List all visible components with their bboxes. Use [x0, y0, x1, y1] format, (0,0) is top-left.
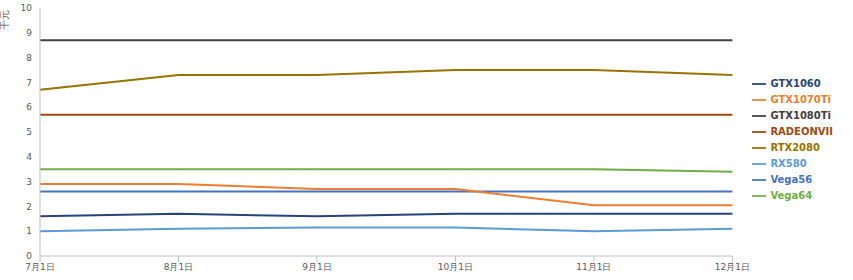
svg-text:千元: 千元 — [8, 10, 10, 30]
svg-text:11月1日: 11月1日 — [576, 262, 611, 272]
html-text:RTX2080: RTX2080 — [770, 142, 820, 153]
svg-text:5: 5 — [26, 127, 32, 137]
svg-text:9: 9 — [26, 28, 32, 38]
html-text:Vega64: Vega64 — [770, 190, 813, 201]
svg-text:7月1日: 7月1日 — [25, 262, 54, 272]
html-text:RADEONVII: RADEONVII — [770, 126, 833, 137]
html-text:GTX1070Ti: GTX1070Ti — [770, 94, 831, 105]
html-text:RX580: RX580 — [770, 158, 807, 169]
svg-text:2: 2 — [26, 202, 32, 212]
svg-text:9月1日: 9月1日 — [302, 262, 331, 272]
svg-text:7: 7 — [26, 78, 32, 88]
svg-text:12月1日: 12月1日 — [715, 262, 750, 272]
html-text:GTX1080Ti: GTX1080Ti — [770, 110, 831, 121]
svg-text:6: 6 — [26, 102, 32, 112]
html-text:GTX1060: GTX1060 — [770, 78, 821, 89]
svg-text:1: 1 — [26, 226, 32, 236]
svg-text:3: 3 — [26, 177, 32, 187]
svg-text:8: 8 — [26, 53, 32, 63]
svg-text:8月1日: 8月1日 — [164, 262, 193, 272]
svg-text:10月1日: 10月1日 — [438, 262, 473, 272]
svg-text:0: 0 — [26, 251, 32, 261]
html-text:Vega56: Vega56 — [770, 174, 813, 185]
svg-text:4: 4 — [26, 152, 32, 162]
svg-text:10: 10 — [21, 3, 33, 13]
